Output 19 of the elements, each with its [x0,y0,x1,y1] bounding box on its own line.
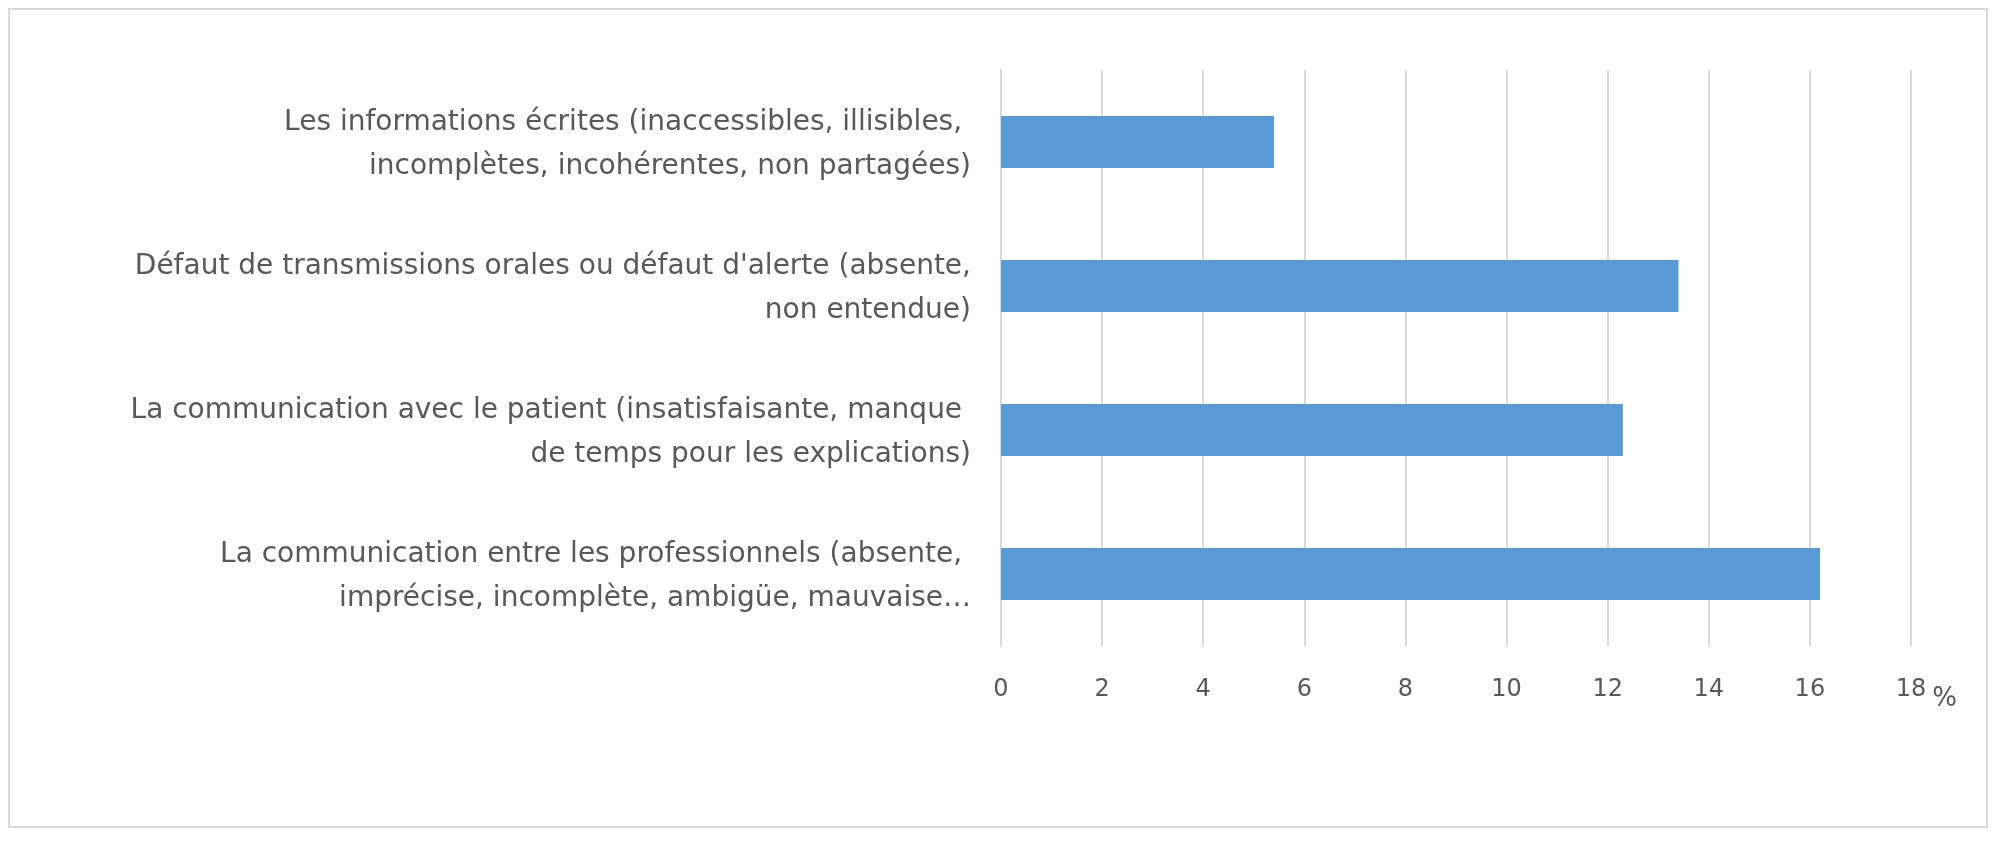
y-tick-label: La communication avec le patient (insatisfaisante, manque de temps pour les explications) [130,391,971,469]
y-tick-label: La communication entre les professionnels (absente, imprécise, incomplète, ambigüe, mauvaise… [220,535,971,613]
y-tick-label: Les informations écrites (inaccessibles, illisibles, incomplètes, incohérentes, non partagées) [284,103,971,181]
x-tick-label: 0 [993,674,1009,702]
bar [1001,404,1623,456]
x-tick-label: 14 [1693,674,1725,702]
y-tick-label: Défaut de transmissions orales ou défaut d'alerte (absente, non entendue) [134,247,971,325]
bar [1001,260,1679,312]
x-tick-label: 8 [1397,674,1414,702]
x-tick-label: 16 [1794,674,1826,702]
x-tick-label: 18 [1895,674,1927,702]
x-tick-label: 10 [1491,674,1522,702]
x-tick-label: 2 [1094,674,1110,702]
bar [1001,548,1820,600]
x-tick-label: 6 [1296,674,1312,702]
x-tick-label: 4 [1195,674,1211,702]
x-axis-title: % [1932,682,1957,712]
bar [1001,116,1274,168]
x-tick-label: 12 [1592,674,1623,702]
